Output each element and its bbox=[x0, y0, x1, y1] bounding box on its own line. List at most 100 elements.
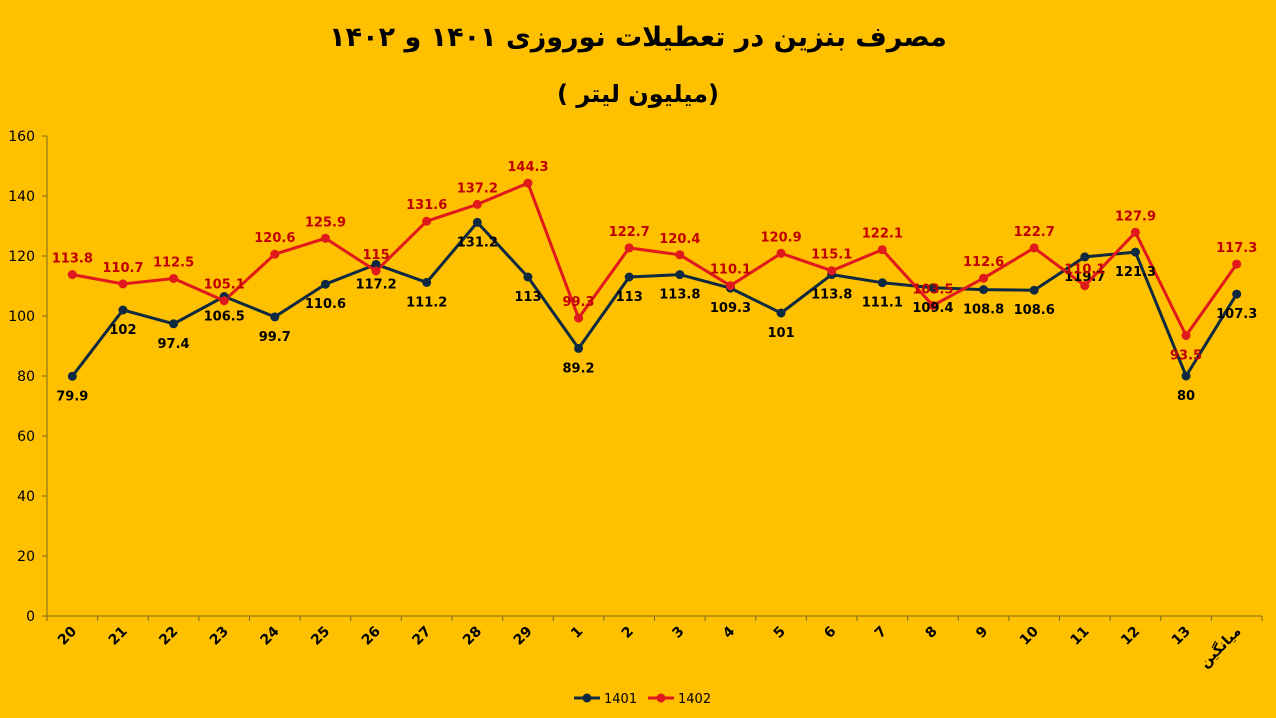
x-tick-label: 26 bbox=[359, 624, 384, 649]
x-tick-label: 28 bbox=[460, 624, 485, 649]
y-tick-label: 80 bbox=[17, 369, 35, 385]
data-point-1402 bbox=[472, 199, 482, 209]
data-label-1402: 120.6 bbox=[254, 231, 295, 246]
data-point-1401 bbox=[1232, 289, 1242, 299]
x-tick-label: 1 bbox=[568, 624, 586, 642]
x-tick-label: 9 bbox=[973, 624, 991, 642]
data-label-1402: 105.1 bbox=[204, 278, 245, 293]
data-point-1402 bbox=[371, 266, 381, 276]
data-point-1401 bbox=[776, 308, 786, 318]
data-point-1402 bbox=[1232, 259, 1242, 269]
data-point-1402 bbox=[1080, 281, 1090, 291]
series-line-1401 bbox=[71, 220, 1238, 378]
data-point-1402 bbox=[1029, 243, 1039, 253]
legend-marker-1402 bbox=[656, 693, 666, 703]
data-point-1402 bbox=[219, 296, 229, 306]
data-label-1401: 97.4 bbox=[158, 337, 190, 352]
x-tick-label: 10 bbox=[1017, 623, 1042, 648]
data-point-1402 bbox=[877, 245, 887, 255]
data-label-1402: 125.9 bbox=[305, 215, 346, 230]
data-label-1401: 121.3 bbox=[1115, 265, 1156, 280]
data-labels: 79.9 102 97.4 106.5 99.7 110.6 117.2 111.2 131.2… bbox=[52, 160, 1258, 404]
data-label-1401: 102 bbox=[109, 323, 136, 338]
y-tick-label: 20 bbox=[17, 549, 35, 565]
data-label-1402: 120.9 bbox=[761, 230, 802, 245]
x-tick-label: 23 bbox=[207, 624, 232, 649]
x-tick-label: 4 bbox=[720, 623, 738, 641]
x-tick-label: 11 bbox=[1068, 624, 1093, 649]
data-label-1402: 110.1 bbox=[1064, 263, 1105, 278]
x-tick-label: 25 bbox=[308, 624, 333, 649]
data-point-1402 bbox=[523, 178, 533, 188]
x-tick-label: میانگین bbox=[1196, 623, 1244, 671]
y-tick-label: 140 bbox=[8, 189, 35, 205]
data-point-1402 bbox=[776, 248, 786, 258]
data-point-1401 bbox=[118, 305, 128, 315]
data-point-1401 bbox=[979, 285, 989, 295]
data-label-1401: 111.2 bbox=[406, 295, 447, 310]
data-label-1402: 127.9 bbox=[1115, 209, 1156, 224]
x-tick-label: 8 bbox=[923, 624, 941, 642]
series-points bbox=[67, 178, 1242, 381]
data-label-1401: 101 bbox=[767, 326, 794, 341]
x-tick-label: 22 bbox=[156, 624, 181, 649]
data-label-1401: 106.5 bbox=[204, 310, 245, 325]
x-tick-label: 6 bbox=[821, 624, 839, 642]
x-tick-label: 3 bbox=[669, 624, 687, 642]
data-point-1402 bbox=[169, 274, 179, 283]
data-label-1401: 131.2 bbox=[457, 235, 498, 250]
data-label-1401: 111.1 bbox=[862, 296, 903, 311]
data-point-1401 bbox=[1130, 247, 1140, 257]
data-point-1402 bbox=[979, 273, 989, 283]
data-point-1401 bbox=[67, 371, 77, 381]
data-label-1401: 110.6 bbox=[305, 297, 346, 312]
y-tick-label: 60 bbox=[17, 429, 35, 445]
data-point-1402 bbox=[1181, 331, 1191, 340]
data-label-1402: 110.1 bbox=[710, 263, 751, 278]
x-tick-label: 5 bbox=[771, 624, 789, 642]
x-tick-label: 2 bbox=[619, 624, 637, 642]
y-tick-label: 120 bbox=[8, 249, 35, 265]
data-point-1402 bbox=[725, 281, 735, 291]
data-point-1401 bbox=[422, 277, 432, 287]
data-point-1402 bbox=[67, 270, 77, 280]
data-point-1401 bbox=[877, 278, 887, 288]
series-line-1402 bbox=[72, 181, 1238, 337]
data-label-1402: 112.6 bbox=[963, 255, 1004, 270]
data-point-1402 bbox=[118, 279, 128, 289]
data-point-1402 bbox=[928, 301, 938, 310]
x-tick-label: 24 bbox=[258, 623, 283, 648]
y-tick-label: 160 bbox=[8, 129, 35, 145]
chart-title: مصرف بنزین در تعطیلات نوروزی ۱۴۰۱ و ۱۴۰۲ bbox=[329, 22, 947, 53]
legend-marker-1401 bbox=[582, 693, 592, 703]
data-label-1402: 112.5 bbox=[153, 256, 194, 271]
data-label-1402: 144.3 bbox=[507, 160, 548, 175]
data-label-1402: 115 bbox=[362, 248, 389, 263]
data-point-1401 bbox=[1029, 285, 1039, 295]
data-label-1402: 122.7 bbox=[609, 225, 650, 240]
data-point-1402 bbox=[574, 313, 584, 323]
data-point-1402 bbox=[270, 249, 280, 259]
x-tick-label: 12 bbox=[1118, 624, 1143, 649]
data-label-1401: 108.8 bbox=[963, 303, 1004, 318]
data-label-1401: 109.4 bbox=[912, 301, 953, 316]
legend-label-1401: 1401 bbox=[604, 692, 637, 707]
data-point-1401 bbox=[270, 312, 280, 322]
data-label-1401: 113.8 bbox=[811, 288, 852, 303]
chart-subtitle: (میلیون لیتر ) bbox=[557, 80, 719, 108]
data-point-1401 bbox=[1181, 371, 1191, 381]
data-label-1402: 93.5 bbox=[1170, 349, 1202, 364]
data-label-1401: 113.8 bbox=[659, 288, 700, 303]
data-label-1402: 137.2 bbox=[457, 181, 498, 196]
data-point-1401 bbox=[624, 272, 634, 282]
data-point-1401 bbox=[523, 272, 533, 282]
x-tick-label: 13 bbox=[1169, 624, 1194, 649]
data-point-1402 bbox=[320, 233, 330, 243]
y-tick-label: 100 bbox=[8, 309, 35, 325]
x-tick-label: 29 bbox=[511, 624, 536, 649]
data-label-1401: 108.6 bbox=[1014, 303, 1055, 318]
series-lines bbox=[71, 181, 1238, 378]
data-label-1401: 113 bbox=[514, 290, 541, 305]
data-label-1402: 122.7 bbox=[1014, 225, 1055, 240]
